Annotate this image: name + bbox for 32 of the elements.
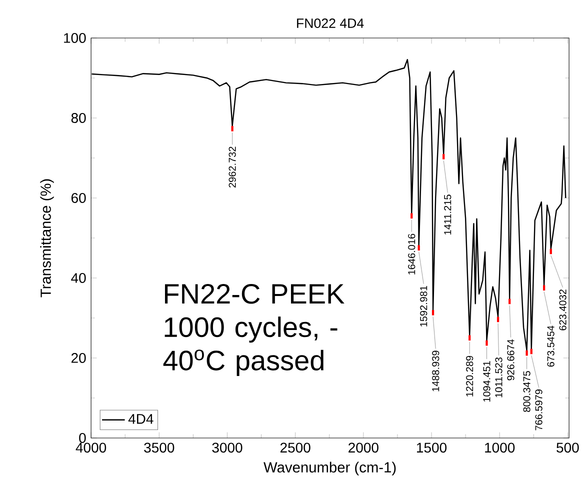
x-tick-label: 2500	[280, 442, 310, 453]
annotation: 1220.289	[466, 356, 474, 396]
annotation: 673.5454	[547, 326, 554, 367]
annotation: 623.4032	[559, 290, 566, 330]
annotation: 926.6674	[507, 339, 514, 380]
annotation: 800.3475	[523, 371, 530, 412]
x-tick-label: 500	[556, 442, 579, 453]
x-tick-label: 3500	[144, 442, 174, 453]
annotation: 1592.981	[420, 286, 428, 326]
x-tick-label: 3000	[212, 442, 242, 453]
y-axis-title: Transmittance (%)	[40, 179, 54, 298]
annotation: 1488.939	[432, 350, 440, 392]
annotation: 1011.523	[495, 358, 502, 398]
annotation: 1094.451	[483, 361, 490, 402]
x-tick-label: 2000	[348, 442, 378, 453]
annotation: 766.5979	[535, 390, 542, 430]
x-axis-title: Wavenumber (cm-1)	[264, 462, 396, 476]
y-tick-label: 40	[71, 273, 86, 283]
y-tick-label: 100	[64, 33, 86, 43]
x-tick-label: 1000	[485, 442, 515, 453]
y-tick-label: 80	[71, 113, 86, 123]
annotation: FN22-C PEEK 1000 cycles, -40$^{o}$C passed	[163, 284, 344, 376]
y-tick-label: 0	[79, 433, 86, 443]
annotation: 2962.732	[228, 146, 236, 188]
chart-title: FN022 4D4	[297, 18, 364, 28]
annotation: 1411.215	[444, 194, 452, 234]
annotation: 1646.016	[408, 234, 416, 274]
y-tick-label: 60	[71, 193, 86, 203]
legend-label: 4D4	[128, 414, 154, 424]
x-tick-label: 1500	[417, 442, 447, 453]
y-tick-label: 20	[71, 353, 86, 363]
x-tick-label: 4000	[76, 442, 106, 453]
